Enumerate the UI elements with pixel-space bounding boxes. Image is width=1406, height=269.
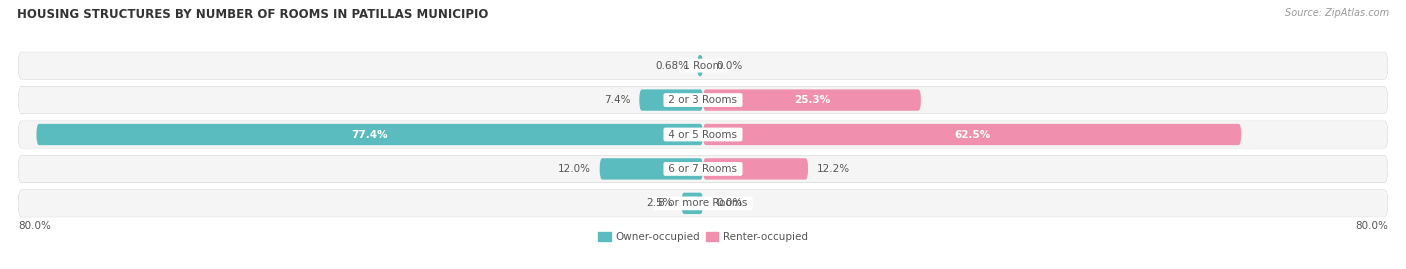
FancyBboxPatch shape: [640, 89, 703, 111]
Text: 80.0%: 80.0%: [1355, 221, 1388, 231]
FancyBboxPatch shape: [703, 158, 808, 180]
Legend: Owner-occupied, Renter-occupied: Owner-occupied, Renter-occupied: [595, 228, 811, 246]
FancyBboxPatch shape: [18, 155, 1388, 182]
Text: 8 or more Rooms: 8 or more Rooms: [655, 198, 751, 208]
Text: 0.68%: 0.68%: [655, 61, 689, 71]
Text: 6 or 7 Rooms: 6 or 7 Rooms: [665, 164, 741, 174]
FancyBboxPatch shape: [703, 124, 1241, 145]
FancyBboxPatch shape: [18, 190, 1388, 217]
FancyBboxPatch shape: [37, 124, 703, 145]
Text: 2 or 3 Rooms: 2 or 3 Rooms: [665, 95, 741, 105]
Text: 1 Room: 1 Room: [681, 61, 725, 71]
Text: 12.2%: 12.2%: [817, 164, 849, 174]
FancyBboxPatch shape: [682, 193, 703, 214]
FancyBboxPatch shape: [18, 155, 1388, 182]
Text: 80.0%: 80.0%: [18, 221, 51, 231]
Text: 0.0%: 0.0%: [716, 61, 742, 71]
FancyBboxPatch shape: [18, 52, 1388, 79]
FancyBboxPatch shape: [18, 121, 1388, 148]
Text: 12.0%: 12.0%: [558, 164, 591, 174]
Text: 4 or 5 Rooms: 4 or 5 Rooms: [665, 129, 741, 140]
Text: HOUSING STRUCTURES BY NUMBER OF ROOMS IN PATILLAS MUNICIPIO: HOUSING STRUCTURES BY NUMBER OF ROOMS IN…: [17, 8, 488, 21]
Text: Source: ZipAtlas.com: Source: ZipAtlas.com: [1285, 8, 1389, 18]
FancyBboxPatch shape: [18, 121, 1388, 148]
FancyBboxPatch shape: [18, 190, 1388, 217]
FancyBboxPatch shape: [18, 87, 1388, 114]
Text: 7.4%: 7.4%: [605, 95, 631, 105]
Text: 0.0%: 0.0%: [716, 198, 742, 208]
FancyBboxPatch shape: [703, 89, 921, 111]
FancyBboxPatch shape: [18, 87, 1388, 114]
Text: 62.5%: 62.5%: [955, 129, 990, 140]
Text: 77.4%: 77.4%: [352, 129, 388, 140]
FancyBboxPatch shape: [18, 52, 1388, 79]
Text: 2.5%: 2.5%: [647, 198, 673, 208]
Text: 25.3%: 25.3%: [794, 95, 830, 105]
FancyBboxPatch shape: [599, 158, 703, 180]
FancyBboxPatch shape: [697, 55, 703, 76]
